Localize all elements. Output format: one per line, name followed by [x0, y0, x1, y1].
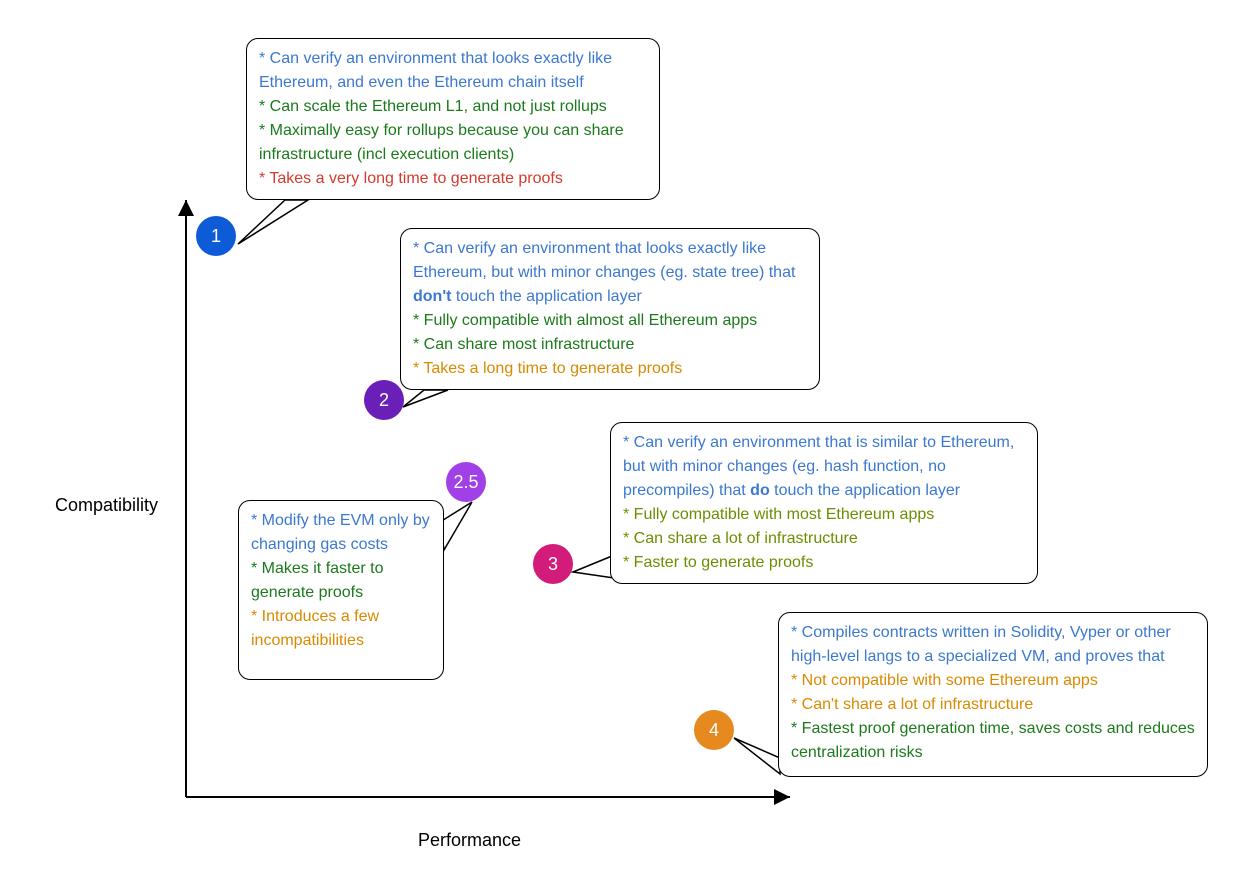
- callout-line: * Fully compatible with almost all Ether…: [413, 309, 807, 333]
- callout-line: * Maximally easy for rollups because you…: [259, 119, 647, 167]
- node-1: 1: [196, 216, 236, 256]
- callout-c4: * Compiles contracts written in Solidity…: [778, 612, 1208, 777]
- callout-line: * Takes a very long time to generate pro…: [259, 167, 647, 191]
- callout-c1: * Can verify an environment that looks e…: [246, 38, 660, 200]
- callout-line: * Can verify an environment that is simi…: [623, 431, 1025, 503]
- callout-line: * Fully compatible with most Ethereum ap…: [623, 503, 1025, 527]
- callout-line: * Can share most infrastructure: [413, 333, 807, 357]
- chart-area: Compatibility Performance 1 2 2.5 3 4 * Can …: [0, 0, 1254, 890]
- callout-c3: * Can verify an environment that is simi…: [610, 422, 1038, 584]
- callout-c2: * Can verify an environment that looks e…: [400, 228, 820, 390]
- callout-line: * Modify the EVM only by changing gas co…: [251, 509, 431, 557]
- callout-line: * Fastest proof generation time, saves c…: [791, 717, 1195, 765]
- node-4: 4: [694, 710, 734, 750]
- callout-line: * Can't share a lot of infrastructure: [791, 693, 1195, 717]
- callout-line: * Takes a long time to generate proofs: [413, 357, 807, 381]
- callout-c2_5: * Modify the EVM only by changing gas co…: [238, 500, 444, 680]
- callout-line: * Not compatible with some Ethereum apps: [791, 669, 1195, 693]
- callout-line: * Introduces a few incompatibilities: [251, 605, 431, 653]
- node-2: 2: [364, 380, 404, 420]
- node-3: 3: [533, 544, 573, 584]
- callout-line: * Makes it faster to generate proofs: [251, 557, 431, 605]
- x-axis-label: Performance: [418, 830, 521, 851]
- y-axis-label: Compatibility: [55, 495, 158, 516]
- node-2_5: 2.5: [446, 462, 486, 502]
- callout-line: * Can scale the Ethereum L1, and not jus…: [259, 95, 647, 119]
- callout-line: * Can verify an environment that looks e…: [259, 47, 647, 95]
- callout-line: * Can share a lot of infrastructure: [623, 527, 1025, 551]
- callout-line: * Faster to generate proofs: [623, 551, 1025, 575]
- callout-line: * Compiles contracts written in Solidity…: [791, 621, 1195, 669]
- callout-line: * Can verify an environment that looks e…: [413, 237, 807, 309]
